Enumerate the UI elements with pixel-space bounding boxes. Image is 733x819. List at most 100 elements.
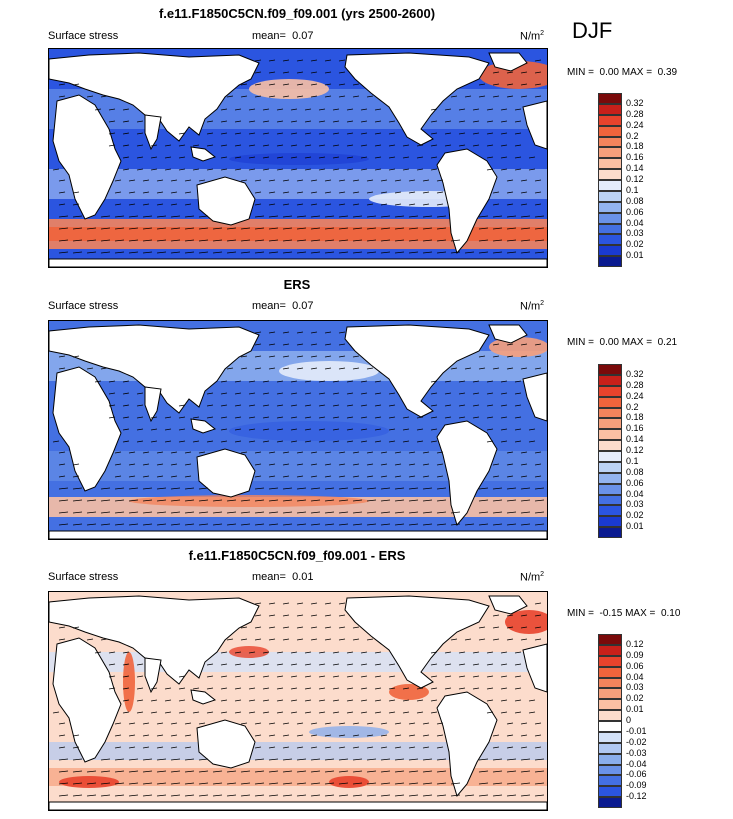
stress-vector <box>324 638 332 641</box>
stress-vector <box>114 758 125 761</box>
stress-vector <box>444 108 452 111</box>
stress-vector <box>374 687 382 690</box>
stress-vector <box>324 463 332 466</box>
stress-vector <box>282 782 293 785</box>
stress-vector <box>156 179 164 182</box>
stress-vector <box>346 156 354 159</box>
stress-vector <box>534 191 542 194</box>
stress-vector <box>430 108 438 111</box>
stress-vector <box>58 734 66 737</box>
stress-vector <box>198 770 209 773</box>
stress-vector <box>198 251 209 254</box>
stress-vector <box>360 108 368 111</box>
stress-vector <box>310 511 321 514</box>
stress-vector <box>360 651 368 654</box>
stress-vector <box>206 132 214 135</box>
stress-vector <box>184 511 195 514</box>
stress-vector <box>310 203 318 206</box>
stress-vector <box>338 343 346 346</box>
stress-vector <box>338 782 349 785</box>
stress-vector <box>58 215 69 218</box>
stress-vector <box>184 463 192 466</box>
colorbar-tick-label: 0.24 <box>626 119 644 130</box>
stress-vector <box>324 614 332 617</box>
stress-vector <box>450 239 461 242</box>
stress-vector <box>72 499 83 502</box>
stress-vector <box>450 367 458 370</box>
stress-vector <box>324 758 335 761</box>
stress-vector <box>206 663 214 666</box>
stress-vector <box>338 523 349 526</box>
stress-vector <box>430 156 438 159</box>
continent-north-america <box>344 324 490 418</box>
stress-vector <box>394 746 402 749</box>
colorbar-tick-label: 0.02 <box>626 239 644 250</box>
stress-vector <box>324 523 335 526</box>
stress-vector <box>156 511 167 514</box>
stress-vector <box>478 367 486 370</box>
stress-vector <box>324 770 335 773</box>
colorbar-swatch <box>598 677 622 689</box>
stress-vector <box>240 794 251 797</box>
stress-vector <box>198 487 209 490</box>
stress-vector <box>122 380 130 383</box>
stress-vector <box>296 451 304 454</box>
stress-vector <box>254 343 262 346</box>
stress-vector <box>486 663 494 666</box>
stress-vector <box>366 367 374 370</box>
stress-vector <box>268 758 279 761</box>
stress-vector <box>352 451 360 454</box>
colorbar-swatch <box>598 644 622 656</box>
stress-vector <box>338 746 346 749</box>
stress-vector <box>156 722 164 725</box>
stress-vector <box>366 487 377 490</box>
stress-vector <box>506 343 514 346</box>
colorbar-swatch <box>598 451 622 462</box>
stress-vector <box>254 523 265 526</box>
continent-australia <box>196 448 256 498</box>
stress-vector <box>248 711 256 714</box>
stress-vector <box>220 428 228 431</box>
stress-vector <box>394 451 402 454</box>
colorbar-tick-label: 0.09 <box>626 649 644 660</box>
stress-vector <box>86 367 94 370</box>
stress-vector <box>352 95 360 98</box>
colorbar-swatch <box>598 136 622 148</box>
stress-vector <box>178 687 186 690</box>
colorbar-tick-label: 0.06 <box>626 477 644 488</box>
stress-vector <box>506 239 517 242</box>
stress-vector <box>310 95 318 98</box>
stress-vector <box>492 499 503 502</box>
stress-vector <box>338 638 346 641</box>
stress-vector <box>318 108 326 111</box>
stress-vector <box>374 380 382 383</box>
stress-vector <box>422 722 430 725</box>
stress-vector <box>108 416 116 419</box>
stress-vector <box>380 722 388 725</box>
stress-vector <box>500 132 508 135</box>
colorbar-swatch <box>598 494 622 506</box>
colorbar-tick-label: 0.32 <box>626 97 644 108</box>
stress-vector <box>212 794 223 797</box>
panel-1-max-value: 0.39 <box>657 67 678 78</box>
stress-vector <box>374 663 382 666</box>
stress-vector <box>240 451 248 454</box>
stress-vector <box>220 651 228 654</box>
stress-vector <box>310 746 318 749</box>
stress-vector <box>318 156 326 159</box>
stress-vector <box>122 156 130 159</box>
stress-vector <box>262 711 270 714</box>
stress-vector <box>220 168 228 171</box>
stress-vector <box>514 440 522 443</box>
stress-vector <box>388 428 396 431</box>
stress-vector <box>192 440 200 443</box>
stress-vector <box>142 511 153 514</box>
stress-vector <box>486 108 494 111</box>
stress-vector <box>58 83 66 86</box>
stress-vector <box>136 416 144 419</box>
stress-region <box>309 726 389 738</box>
stress-vector <box>296 475 304 478</box>
stress-vector <box>142 782 153 785</box>
colorbar-swatch <box>598 786 622 798</box>
stress-vector <box>254 203 262 206</box>
